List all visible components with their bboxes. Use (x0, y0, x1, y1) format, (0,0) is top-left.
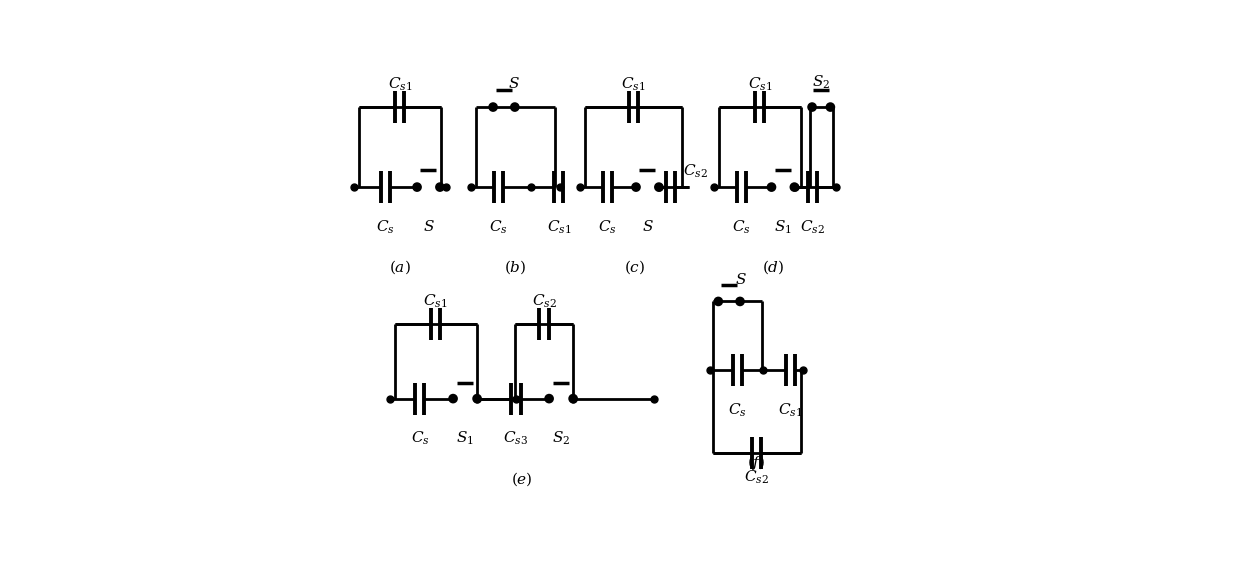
Circle shape (511, 104, 518, 111)
Text: $C_{s1}$: $C_{s1}$ (547, 219, 572, 236)
Text: $C_s$: $C_s$ (733, 219, 751, 236)
Text: $C_{s1}$: $C_{s1}$ (423, 292, 448, 310)
Text: $S_1$: $S_1$ (456, 430, 474, 447)
Circle shape (414, 184, 420, 190)
Text: $(e)$: $(e)$ (511, 470, 533, 488)
Text: $C_s$: $C_s$ (490, 219, 508, 236)
Circle shape (791, 184, 797, 190)
Circle shape (737, 298, 744, 305)
Circle shape (569, 395, 577, 402)
Text: $(c)$: $(c)$ (624, 259, 645, 276)
Text: $C_{s1}$: $C_{s1}$ (779, 401, 802, 419)
Text: $C_{s3}$: $C_{s3}$ (503, 430, 528, 447)
Text: $S$: $S$ (423, 219, 434, 234)
Text: $C_{s1}$: $C_{s1}$ (748, 75, 773, 93)
Circle shape (490, 104, 496, 111)
Circle shape (656, 184, 662, 190)
Circle shape (632, 184, 640, 190)
Circle shape (474, 395, 481, 402)
Text: $C_s$: $C_s$ (410, 430, 429, 447)
Text: $C_s$: $C_s$ (728, 401, 748, 419)
Text: $C_{s1}$: $C_{s1}$ (621, 75, 646, 93)
Text: $S_2$: $S_2$ (552, 430, 570, 447)
Text: $S$: $S$ (641, 219, 653, 234)
Circle shape (808, 104, 816, 111)
Text: $(b)$: $(b)$ (505, 259, 527, 276)
Text: $C_{s2}$: $C_{s2}$ (800, 219, 825, 236)
Text: $(f)$: $(f)$ (748, 453, 766, 472)
Circle shape (546, 395, 553, 402)
Text: $(a)$: $(a)$ (389, 259, 410, 276)
Text: $S_2$: $S_2$ (812, 74, 831, 91)
Circle shape (768, 184, 775, 190)
Text: $(d)$: $(d)$ (761, 259, 784, 276)
Text: $S_1$: $S_1$ (774, 219, 792, 236)
Text: $S$: $S$ (508, 76, 520, 91)
Text: $S$: $S$ (735, 272, 746, 287)
Text: $C_{s2}$: $C_{s2}$ (683, 163, 708, 180)
Text: $C_{s1}$: $C_{s1}$ (388, 75, 412, 93)
Circle shape (827, 104, 833, 111)
Text: $C_s$: $C_s$ (598, 219, 616, 236)
Text: $C_{s2}$: $C_{s2}$ (532, 292, 557, 310)
Text: $C_{s2}$: $C_{s2}$ (744, 469, 769, 487)
Text: $C_s$: $C_s$ (376, 219, 396, 236)
Circle shape (450, 395, 456, 402)
Circle shape (715, 298, 722, 305)
Circle shape (436, 184, 444, 190)
